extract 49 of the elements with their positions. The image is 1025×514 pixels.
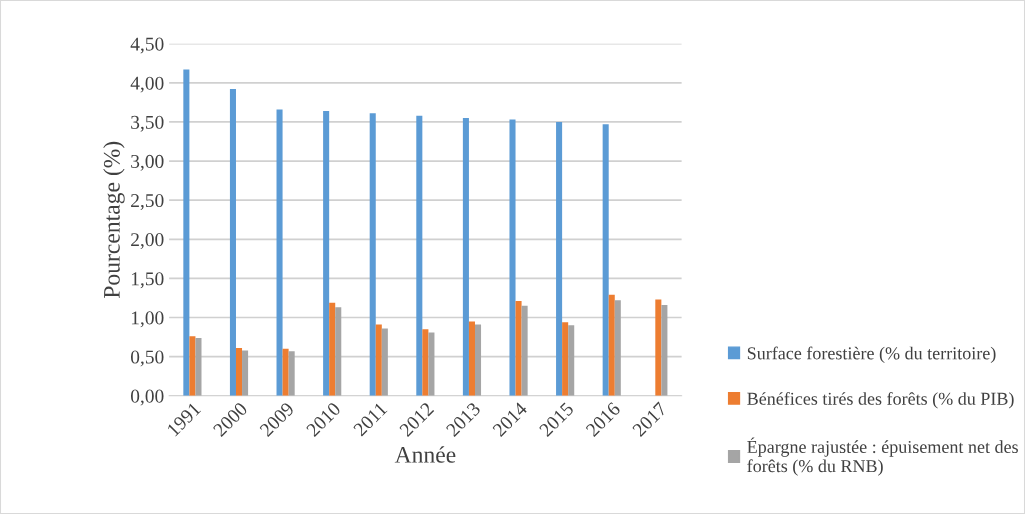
legend-label: Bénéfices tirés des forêts (% du PIB)	[747, 391, 1014, 409]
bar	[562, 322, 569, 396]
bar	[229, 89, 236, 396]
bar	[608, 294, 615, 396]
y-tick-label: 2,50	[131, 193, 164, 210]
bar	[468, 321, 475, 396]
legend-label: Surface forestière (% du territoire)	[747, 346, 996, 364]
bar	[509, 119, 516, 396]
bar	[242, 350, 249, 396]
bar	[381, 328, 388, 396]
x-tick-label: 1991	[166, 401, 202, 437]
bar	[428, 332, 435, 396]
y-tick-label: 0,00	[130, 389, 164, 406]
bar	[323, 110, 330, 396]
y-axis-title: Pourcentage (%)	[103, 141, 125, 299]
bar	[614, 300, 621, 396]
x-axis-title: Année	[394, 446, 456, 463]
bar	[335, 307, 342, 396]
bar	[556, 121, 563, 396]
bar	[375, 324, 382, 396]
y-tick-label: 3,00	[131, 154, 164, 171]
bar	[288, 351, 295, 396]
y-tick-label: 3,50	[131, 115, 164, 132]
y-tick-label: 4,00	[130, 76, 164, 93]
x-tick-label: 2011	[352, 401, 388, 437]
bar	[515, 301, 522, 396]
y-tick-label: 4,50	[130, 37, 164, 54]
bar	[195, 337, 202, 396]
bar	[183, 69, 190, 396]
bar	[602, 124, 609, 396]
bar	[235, 348, 243, 396]
bar	[462, 118, 469, 396]
bar	[655, 299, 662, 396]
bar	[568, 325, 575, 396]
bar	[329, 302, 336, 396]
bar	[661, 305, 668, 396]
y-tick-label: 1,00	[131, 311, 164, 328]
bar	[282, 348, 289, 396]
bar	[369, 113, 376, 396]
bar	[189, 336, 196, 396]
bar	[422, 329, 429, 396]
bar	[521, 305, 528, 396]
bar	[276, 109, 283, 396]
bar	[474, 324, 482, 396]
y-tick-label: 1,50	[131, 272, 164, 289]
legend-label: Épargne rajustée : épuisement net des forêts (% du RNB)	[747, 437, 1018, 476]
bar	[416, 115, 423, 396]
y-tick-label: 0,50	[130, 350, 164, 367]
y-tick-label: 2,00	[131, 233, 164, 250]
